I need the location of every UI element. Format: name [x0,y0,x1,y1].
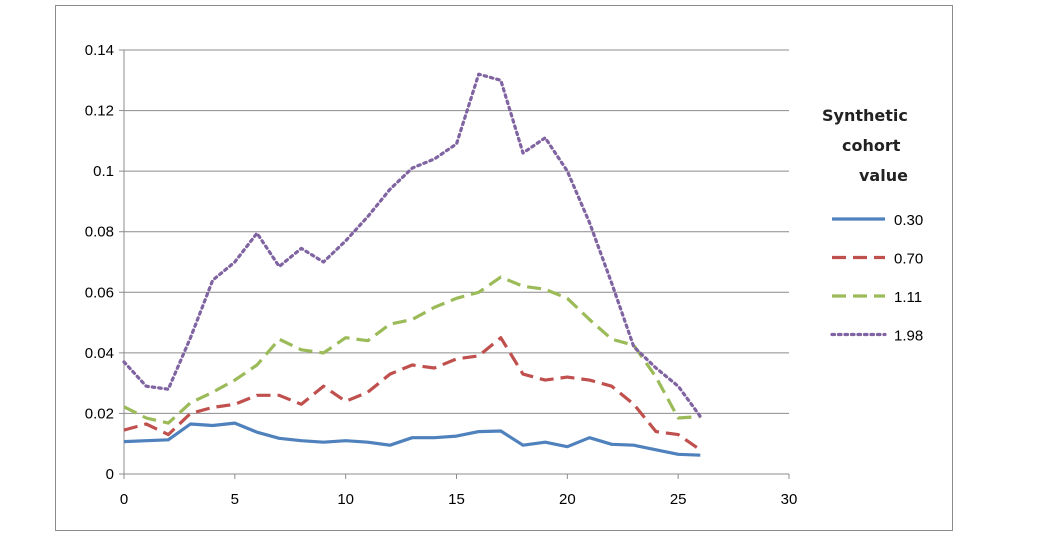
legend-title: Synthetic cohort value [822,101,932,191]
legend: 0.30 0.70 1.11 1.98 [830,212,923,345]
legend-label-0-30: 0.30 [894,212,923,229]
y-tick-label-2: 0.04 [85,345,114,362]
y-tick-label-3: 0.06 [85,284,114,301]
x-tick-label-4: 20 [559,491,576,508]
series-line-1-11 [123,275,701,425]
x-tick-label-3: 15 [448,491,465,508]
tick-labels: 0 0.02 0.04 0.06 0.08 0.1 0.12 0.14 0 5 10 15 20 25 30 [85,42,798,508]
legend-title-line-3: value [859,166,908,185]
legend-title-line-2: cohort [842,136,901,155]
y-tick-label-1: 0.02 [85,405,114,422]
gridlines [124,49,789,414]
x-tick-label-2: 10 [337,491,354,508]
y-tick-label-5: 0.1 [93,163,114,180]
y-tick-label-6: 0.12 [85,103,114,120]
series-line-0-30 [123,421,701,457]
x-tick-label-1: 5 [231,491,239,508]
x-tick-label-5: 25 [670,491,687,508]
series-lines [122,72,702,457]
legend-label-0-70: 0.70 [894,251,923,268]
series-line-0-70 [123,336,702,452]
x-tick-label-0: 0 [120,491,128,508]
series-line-1-98 [122,72,702,419]
x-tick-label-6: 30 [781,491,798,508]
legend-title-line-1: Synthetic [822,106,908,125]
y-tick-label-7: 0.14 [85,42,114,59]
legend-label-1-98: 1.98 [894,328,923,345]
legend-label-1-11: 1.11 [894,289,922,306]
y-tick-label-0: 0 [106,466,114,483]
axes [119,49,790,479]
y-tick-label-4: 0.08 [85,224,114,241]
